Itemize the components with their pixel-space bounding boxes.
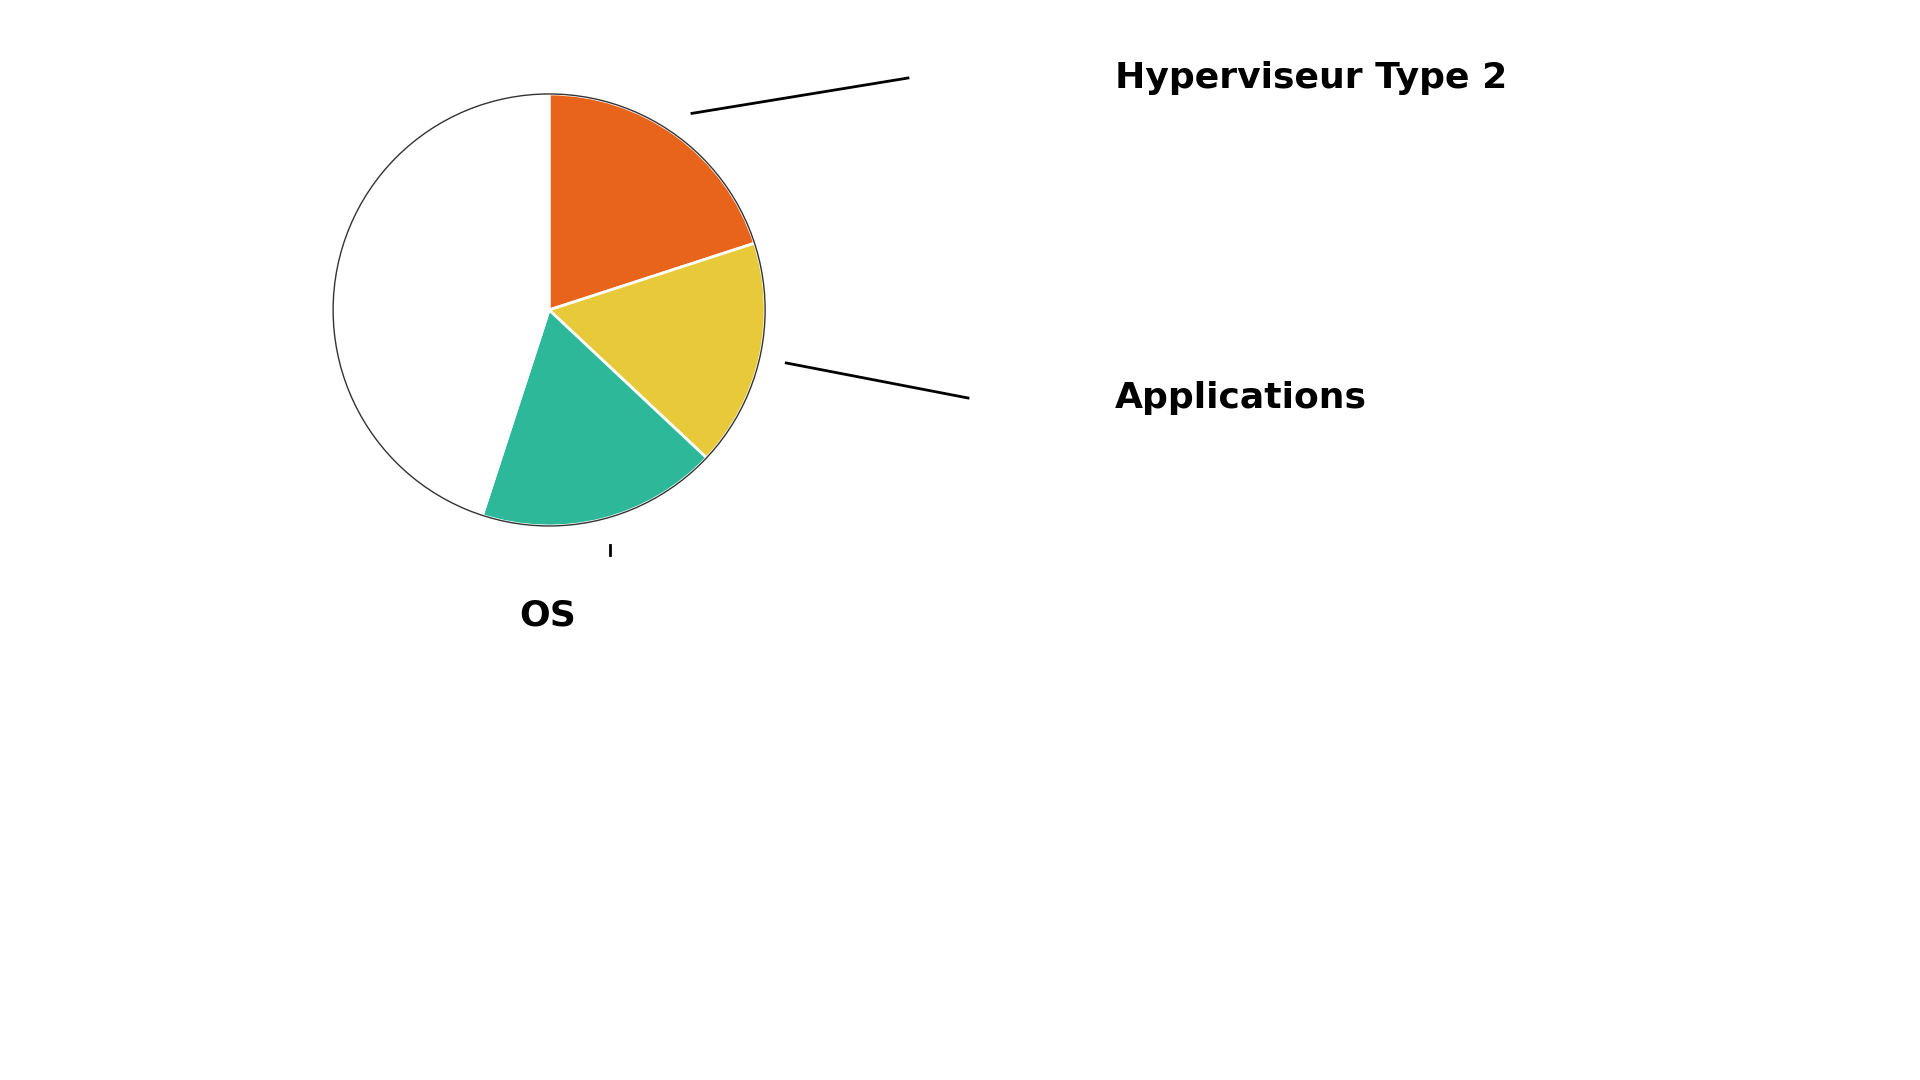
Text: Applications: Applications [1116, 381, 1367, 415]
Text: OS: OS [520, 598, 576, 632]
Text: Hyperviseur Type 2: Hyperviseur Type 2 [1116, 60, 1507, 95]
Wedge shape [549, 94, 755, 310]
Wedge shape [482, 310, 707, 526]
Wedge shape [549, 243, 764, 458]
Wedge shape [334, 94, 549, 515]
